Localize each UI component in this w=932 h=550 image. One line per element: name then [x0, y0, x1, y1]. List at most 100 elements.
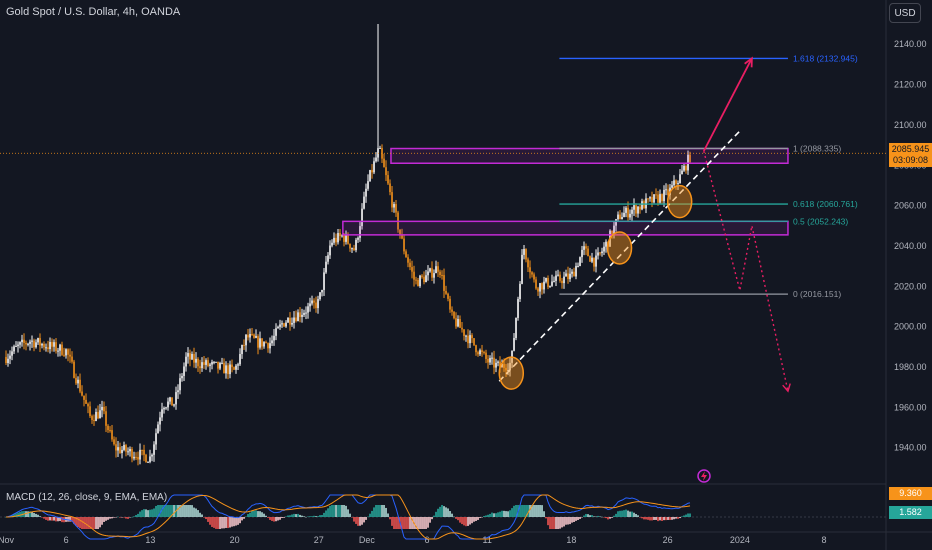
macd-histogram-bar: [285, 516, 287, 517]
candle-body: [31, 340, 33, 342]
macd-histogram-bar: [237, 517, 239, 525]
macd-histogram-bar: [321, 515, 323, 517]
macd-histogram-bar: [617, 511, 619, 517]
macd-histogram-bar: [667, 517, 669, 520]
fib-level-label: 0.5 (2052.243): [793, 216, 848, 226]
candle-body: [525, 249, 527, 260]
macd-histogram-bar: [303, 516, 305, 517]
macd-histogram-bar: [459, 517, 461, 523]
macd-histogram-bar: [235, 517, 237, 526]
macd-histogram-bar: [531, 505, 533, 517]
candle-body: [409, 262, 411, 268]
candle-body: [127, 451, 129, 453]
macd-histogram-bar: [93, 517, 95, 529]
candle-body: [279, 324, 281, 327]
candle-body: [667, 189, 669, 196]
macd-histogram-bar: [467, 517, 469, 526]
macd-histogram-bar: [183, 505, 185, 517]
candle-body: [491, 357, 493, 359]
candle-body: [603, 246, 605, 252]
macd-histogram-bar: [25, 511, 27, 517]
candle-body: [521, 254, 523, 284]
candle-body: [277, 326, 279, 329]
candle-body: [227, 365, 229, 375]
macd-histogram-bar: [173, 505, 175, 517]
macd-histogram-bar: [51, 517, 53, 521]
macd-histogram-bar: [53, 517, 55, 521]
x-tick-label: 13: [145, 535, 155, 545]
candle-body: [245, 334, 247, 346]
macd-histogram-bar: [349, 513, 351, 517]
macd-histogram-bar: [661, 517, 663, 521]
macd-histogram-bar: [217, 517, 219, 529]
candle-body: [519, 283, 521, 300]
macd-histogram-bar: [663, 517, 665, 521]
macd-histogram-bar: [281, 517, 283, 518]
macd-histogram-bar: [177, 505, 179, 517]
candle-body: [449, 298, 451, 310]
macd-histogram-bar: [501, 510, 503, 517]
candle-body: [307, 306, 309, 313]
macd-histogram-bar: [287, 515, 289, 517]
macd-histogram-bar: [361, 517, 363, 525]
macd-histogram-bar: [37, 514, 39, 517]
candle-body: [363, 196, 365, 209]
candle-body: [21, 339, 23, 343]
currency-button[interactable]: USD: [889, 3, 921, 23]
candle-body: [161, 409, 163, 418]
macd-histogram-bar: [329, 505, 331, 517]
candle-body: [291, 322, 293, 325]
macd-histogram-bar: [493, 513, 495, 517]
candle-body: [257, 336, 259, 348]
candle-body: [541, 283, 543, 290]
candle-body: [553, 280, 555, 282]
macd-histogram-bar: [511, 508, 513, 517]
candle-body: [657, 194, 659, 203]
candle-body: [665, 189, 667, 191]
macd-histogram-bar: [215, 517, 217, 529]
macd-histogram-bar: [395, 517, 397, 529]
macd-histogram-bar: [483, 515, 485, 517]
candle-body: [475, 345, 477, 353]
macd-histogram-bar: [659, 517, 661, 521]
x-tick-label: 20: [230, 535, 240, 545]
candle-body: [547, 278, 549, 287]
candle-body: [73, 361, 75, 378]
x-tick-label: 18: [566, 535, 576, 545]
candle-body: [485, 352, 487, 359]
bar-countdown: 03:09:08: [892, 155, 929, 165]
macd-histogram-bar: [371, 510, 373, 517]
candle-body: [207, 360, 209, 366]
candle-body: [567, 273, 569, 280]
candle-body: [15, 346, 17, 348]
macd-histogram-bar: [293, 513, 295, 517]
candle-body: [373, 161, 375, 173]
candle-body: [71, 356, 73, 362]
macd-histogram-bar: [231, 517, 233, 527]
candle-body: [105, 411, 107, 426]
candle-body: [503, 363, 505, 368]
macd-histogram-bar: [31, 511, 33, 517]
macd-histogram-bar: [369, 513, 371, 517]
candle-body: [9, 355, 11, 359]
macd-histogram-bar: [107, 517, 109, 520]
macd-histogram-bar: [49, 517, 51, 521]
macd-histogram-bar: [375, 505, 377, 517]
macd-histogram-bar: [515, 505, 517, 517]
macd-indicator-label[interactable]: MACD (12, 26, close, 9, EMA, EMA): [6, 492, 168, 503]
candle-body: [381, 147, 383, 159]
candle-body: [533, 274, 535, 280]
candle-body: [319, 292, 321, 300]
macd-histogram-bar: [495, 513, 497, 517]
fib-level-label: 1 (2088.335): [793, 143, 841, 153]
candle-body: [197, 358, 199, 367]
macd-histogram-bar: [477, 517, 479, 520]
candle-body: [321, 289, 323, 293]
candle-body: [613, 225, 615, 236]
macd-histogram-bar: [131, 516, 133, 518]
x-tick-label: 6: [64, 535, 69, 545]
candle-body: [111, 430, 113, 440]
candle-body: [193, 353, 195, 363]
candle-body: [85, 399, 87, 404]
